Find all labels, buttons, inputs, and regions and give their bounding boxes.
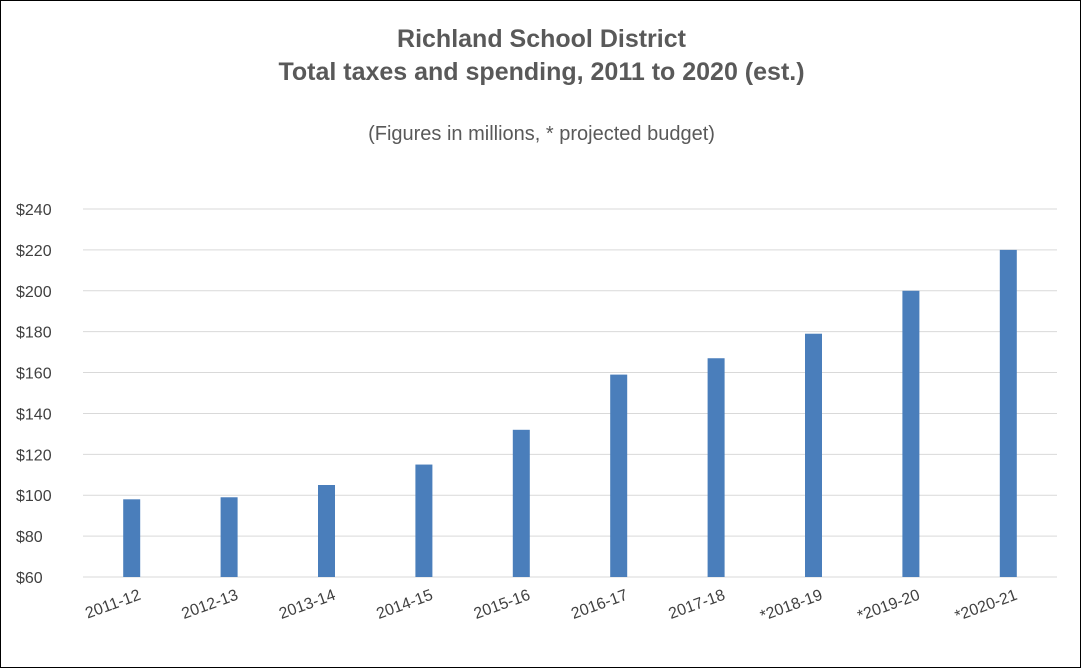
x-tick-label: 2013-14 [277, 587, 338, 623]
y-tick-label: $80 [16, 529, 43, 546]
bar [123, 499, 141, 577]
bar [512, 429, 530, 577]
bar [415, 464, 433, 577]
x-axis-ticks: 2011-12 2012-13 2013-14 2014-15 2015-16 2016-… [83, 587, 1020, 625]
gridlines [83, 208, 1057, 578]
bar [610, 374, 628, 577]
x-tick-label: 2016-17 [569, 587, 630, 623]
x-tick-label: 2017-18 [666, 587, 727, 623]
x-tick-label: 2014-15 [374, 587, 435, 623]
bar [707, 358, 725, 577]
x-tick-label: *2018-19 [758, 587, 825, 625]
y-tick-label: $60 [16, 570, 43, 587]
y-tick-label: $240 [16, 202, 52, 219]
y-tick-label: $180 [16, 325, 52, 342]
bar [805, 333, 822, 577]
x-tick-label: *2019-20 [855, 587, 922, 625]
x-tick-label: *2020-21 [953, 587, 1020, 625]
x-tick-label: 2015-16 [472, 587, 533, 623]
y-tick-label: $220 [16, 243, 52, 260]
bar [220, 497, 238, 577]
bar [902, 290, 920, 577]
chart-title-line-2: Total taxes and spending, 2011 to 2020 (… [278, 58, 805, 86]
chart-title: Richland School District [397, 25, 686, 53]
y-tick-label: $200 [16, 284, 52, 301]
chart-subtitle: (Figures in millions, * projected budget… [368, 123, 715, 145]
bar [318, 485, 335, 577]
bars [123, 249, 1017, 577]
x-tick-label: 2012-13 [179, 587, 240, 623]
y-tick-label: $100 [16, 488, 52, 505]
y-tick-label: $160 [16, 366, 52, 383]
bar [999, 249, 1017, 577]
x-tick-label: 2011-12 [83, 587, 143, 623]
y-axis-ticks: $60 $80 $100 $120 $140 $160 $180 $200 $220 $240 [16, 202, 52, 587]
y-tick-label: $140 [16, 406, 52, 423]
y-tick-label: $120 [16, 447, 52, 464]
